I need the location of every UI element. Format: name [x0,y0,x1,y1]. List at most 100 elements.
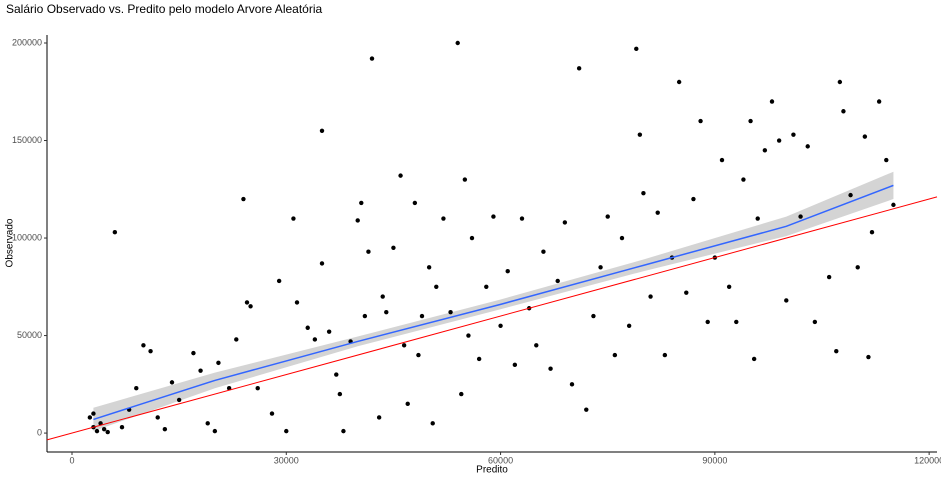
point [401,343,407,348]
point [416,352,421,358]
point [812,319,818,325]
point [855,265,860,270]
point [366,249,371,254]
point [155,415,160,420]
point [791,132,796,137]
point [191,350,196,356]
point [319,128,325,133]
point [405,401,410,407]
point [637,132,643,137]
point [434,284,439,289]
point [776,138,782,143]
point [826,274,832,280]
point [491,214,496,219]
point [369,56,375,61]
point [466,333,471,338]
point [655,210,660,215]
point [234,337,239,342]
point [748,118,753,124]
point [662,352,668,358]
point [884,157,889,163]
point [519,216,525,221]
point [562,220,568,225]
point [584,407,589,412]
point [212,428,218,434]
y-tick-label: 200000 [12,37,42,47]
point [441,216,446,221]
point [198,368,203,373]
point [734,319,739,325]
point [419,313,425,319]
point [469,235,475,241]
x-axis-title: Predito [476,465,508,476]
point [862,134,868,139]
point [769,99,775,104]
point [294,300,300,305]
point [726,284,732,289]
point [705,319,710,325]
x-tick-label: 60000 [488,455,513,465]
point [891,202,896,208]
point [598,265,603,270]
point [605,214,610,219]
point [626,323,632,329]
point [148,348,153,354]
point [541,249,546,254]
point [244,300,250,305]
point [362,313,368,319]
point [841,109,846,114]
point [555,278,560,284]
point [698,118,703,124]
point [534,343,539,348]
point [755,216,760,221]
point [87,415,93,420]
point [569,382,575,387]
point [448,309,453,315]
point [176,397,182,403]
x-tick-label: 0 [69,455,74,465]
point [498,323,503,329]
point [248,304,253,309]
point [384,309,389,315]
point [91,411,96,416]
y-axis-title: Observado [5,218,16,267]
point [326,329,332,334]
x-tick-label: 30000 [274,455,299,465]
y-tick-label: 100000 [12,232,42,242]
point [634,46,639,52]
point [484,284,489,289]
point [94,428,100,434]
point [312,337,318,342]
point [676,79,682,85]
point [376,415,382,420]
point [751,356,757,362]
point [319,261,325,266]
point [380,294,385,299]
point [284,428,289,434]
point [869,229,875,235]
point [276,278,282,284]
point [648,294,653,299]
point [105,429,110,435]
y-tick-label: 150000 [12,135,42,145]
point [101,426,107,432]
point [834,348,839,354]
point [684,290,689,295]
point [391,245,396,250]
point [512,362,518,368]
reference-line [46,196,938,441]
x-tick-label: 90000 [702,455,727,465]
point [619,235,625,241]
point [805,144,810,149]
point [430,421,435,426]
chart-title: Salário Observado vs. Predito pelo model… [6,2,322,16]
point [398,173,403,178]
point [837,79,843,85]
confidence-band [93,171,894,432]
smooth-line [93,184,894,421]
point [112,229,118,235]
point [866,354,871,360]
point [612,352,618,358]
